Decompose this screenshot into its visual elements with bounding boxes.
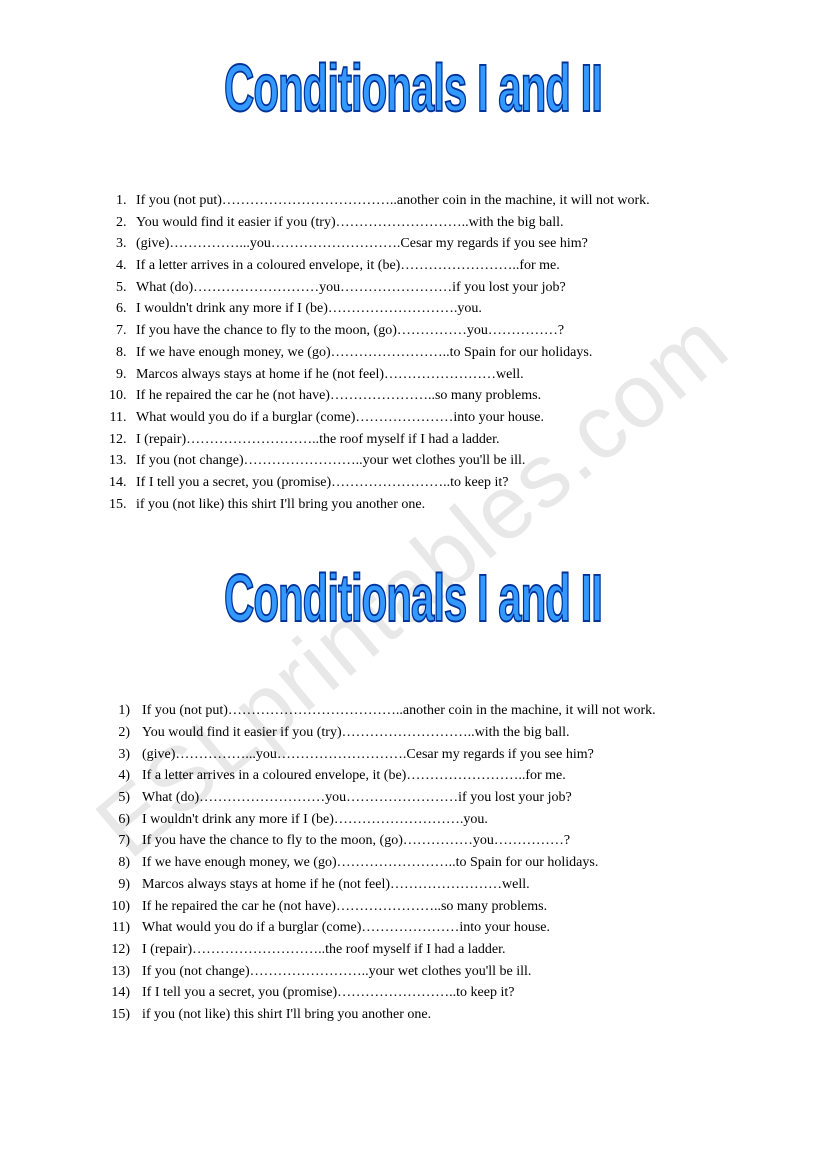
exercise-list-1: If you (not put)………………………………..another co… <box>90 190 736 515</box>
list-item: You would find it easier if you (try)………… <box>130 212 736 234</box>
list-item: What would you do if a burglar (come)………… <box>130 917 736 939</box>
list-item: If I tell you a secret, you (promise)………… <box>130 472 736 494</box>
list-item: If you have the chance to fly to the moo… <box>130 830 736 852</box>
list-item: I wouldn't drink any more if I (be)……………… <box>130 298 736 320</box>
list-item: (give)……………...you……………………….Cesar my rega… <box>130 744 736 766</box>
list-item: if you (not like) this shirt I'll bring … <box>130 494 736 516</box>
svg-text:Conditionals I and II: Conditionals I and II <box>224 560 602 635</box>
list-item: If you (not put)………………………………..another co… <box>130 190 736 212</box>
list-item: (give)……………...you……………………….Cesar my rega… <box>130 233 736 255</box>
list-item: If a letter arrives in a coloured envelo… <box>130 255 736 277</box>
list-item: If we have enough money, we (go)……………………… <box>130 852 736 874</box>
wordart-title-1: Conditionals I and II <box>203 50 623 150</box>
list-item: I (repair)………………………..the roof myself if … <box>130 939 736 961</box>
list-item: Marcos always stays at home if he (not f… <box>130 874 736 896</box>
list-item: If he repaired the car he (not have)…………… <box>130 896 736 918</box>
svg-text:Conditionals I and II: Conditionals I and II <box>224 50 602 125</box>
list-item: if you (not like) this shirt I'll bring … <box>130 1004 736 1026</box>
list-item: I (repair)………………………..the roof myself if … <box>130 429 736 451</box>
title-block-2: Conditionals I and II <box>90 560 736 660</box>
list-item: If you have the chance to fly to the moo… <box>130 320 736 342</box>
title-block-1: Conditionals I and II <box>90 50 736 150</box>
list-item: I wouldn't drink any more if I (be)……………… <box>130 809 736 831</box>
exercise-list-2: If you (not put)………………………………..another co… <box>90 700 736 1025</box>
list-item: What (do)………………………you……………………if you lost… <box>130 277 736 299</box>
list-item: What (do)………………………you……………………if you lost… <box>130 787 736 809</box>
document-page: Conditionals I and II If you (not put)……… <box>0 0 826 1046</box>
list-item: If you (not put)………………………………..another co… <box>130 700 736 722</box>
list-item: If we have enough money, we (go)……………………… <box>130 342 736 364</box>
list-item: What would you do if a burglar (come)………… <box>130 407 736 429</box>
list-item: If you (not change)……………………..your wet cl… <box>130 961 736 983</box>
list-item: You would find it easier if you (try)………… <box>130 722 736 744</box>
list-item: If I tell you a secret, you (promise)………… <box>130 982 736 1004</box>
list-item: If you (not change)……………………..your wet cl… <box>130 450 736 472</box>
list-item: If a letter arrives in a coloured envelo… <box>130 765 736 787</box>
list-item: Marcos always stays at home if he (not f… <box>130 364 736 386</box>
wordart-title-2: Conditionals I and II <box>203 560 623 660</box>
list-item: If he repaired the car he (not have)…………… <box>130 385 736 407</box>
